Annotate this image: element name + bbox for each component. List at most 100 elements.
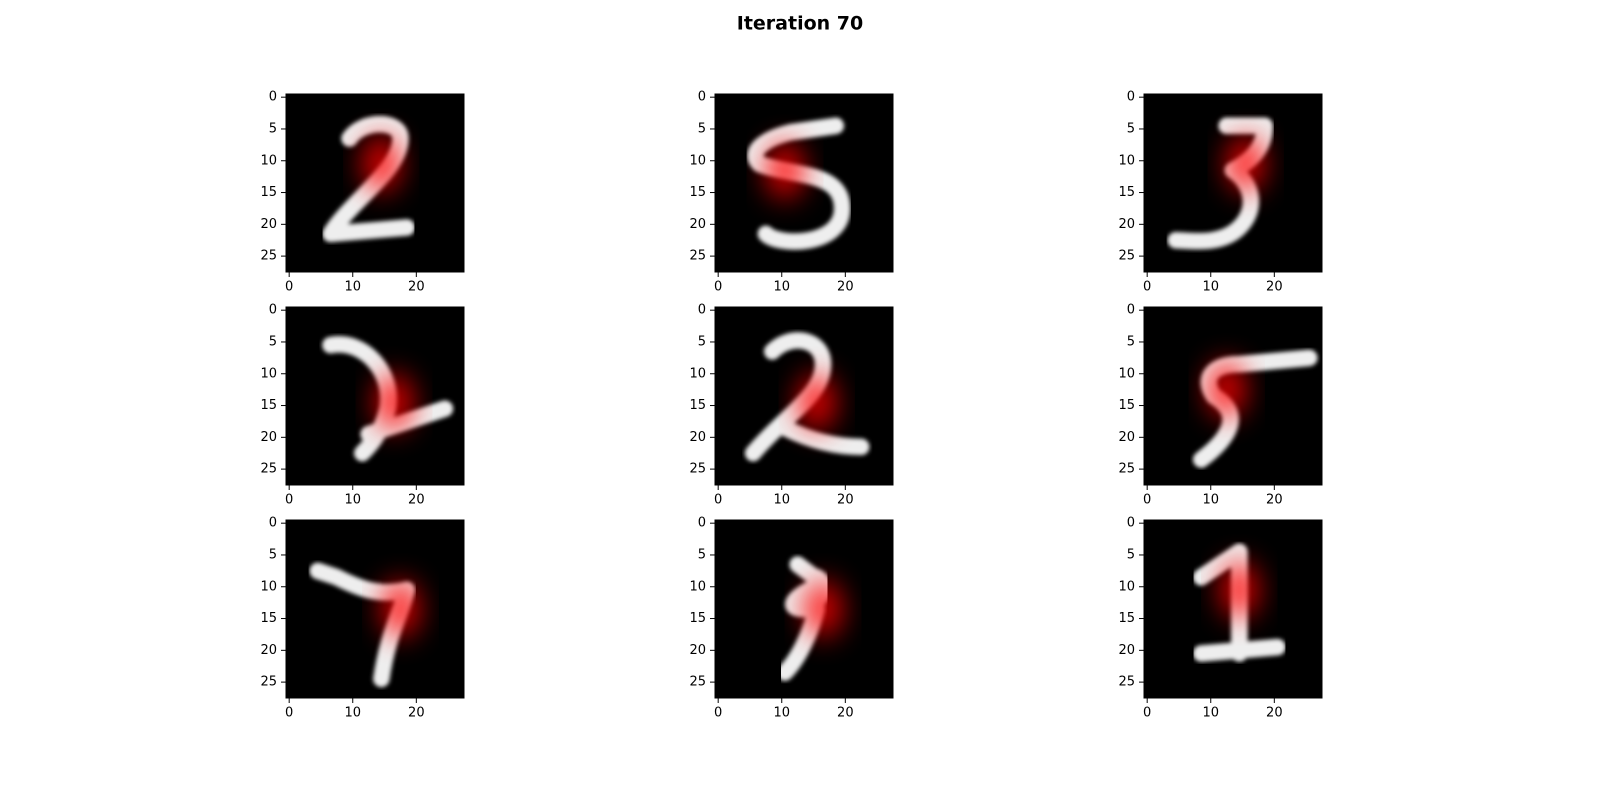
axes-frame — [285, 519, 465, 699]
x-tick-label: 10 — [344, 493, 361, 508]
digit-image — [744, 332, 870, 462]
digit-stroke — [747, 117, 851, 250]
axes-frame — [1143, 93, 1323, 273]
y-tick-label: 20 — [1118, 430, 1135, 445]
axes-frame — [285, 93, 465, 273]
x-tick-label: 20 — [1266, 706, 1283, 721]
y-tick-label: 5 — [698, 334, 706, 349]
y-tick-label: 15 — [260, 185, 277, 200]
y-tick-label: 10 — [260, 579, 277, 594]
y-tick-label: 0 — [698, 516, 706, 531]
y-tick-label: 25 — [260, 675, 277, 690]
subplot: 0 10 20 0 5 10 15 20 25 — [689, 516, 894, 721]
y-tick-label: 10 — [1118, 153, 1135, 168]
y-tick-label: 5 — [1127, 121, 1135, 136]
x-tick-label: 10 — [773, 706, 790, 721]
saliency-blob — [362, 135, 401, 193]
digit-image — [1192, 349, 1318, 468]
figure-title: Iteration 70 — [737, 13, 863, 35]
y-tick-label: 15 — [689, 611, 706, 626]
x-tick-label: 20 — [837, 493, 854, 508]
subplot: 0 10 20 0 5 10 15 20 25 — [1118, 90, 1323, 295]
y-tick-label: 10 — [689, 579, 706, 594]
y-tick-label: 25 — [260, 462, 277, 477]
digit-stroke — [1192, 543, 1286, 662]
x-tick-label: 0 — [285, 493, 293, 508]
digit-image — [322, 116, 416, 243]
y-tick-label: 15 — [260, 611, 277, 626]
x-tick-label: 0 — [1143, 493, 1151, 508]
y-tick-label: 25 — [689, 249, 706, 264]
digit-image — [776, 556, 843, 681]
x-tick-label: 20 — [408, 280, 425, 295]
y-tick-label: 20 — [689, 430, 706, 445]
x-tick-label: 20 — [837, 280, 854, 295]
subplot: 0 10 20 0 5 10 15 20 25 — [1118, 303, 1323, 508]
y-tick-label: 10 — [1118, 366, 1135, 381]
subplot: 0 10 20 0 5 10 15 20 25 — [260, 90, 465, 295]
x-tick-label: 10 — [1202, 706, 1219, 721]
saliency-blob — [375, 373, 414, 431]
y-tick-label: 10 — [689, 153, 706, 168]
image-background — [286, 307, 464, 485]
x-tick-label: 0 — [285, 280, 293, 295]
y-tick-label: 0 — [1127, 516, 1135, 531]
axes-frame — [714, 93, 894, 273]
x-tick-label: 10 — [1202, 493, 1219, 508]
y-tick-label: 20 — [689, 643, 706, 658]
y-tick-label: 5 — [1127, 547, 1135, 562]
y-tick-label: 10 — [260, 153, 277, 168]
x-tick-label: 0 — [1143, 706, 1151, 721]
y-tick-label: 25 — [689, 462, 706, 477]
axes-frame — [714, 519, 894, 699]
digit-stroke — [744, 332, 870, 462]
x-tick-label: 10 — [773, 280, 790, 295]
y-tick-label: 0 — [269, 516, 277, 531]
axes-frame — [714, 306, 894, 486]
y-tick-label: 25 — [1118, 249, 1135, 264]
x-tick-label: 10 — [1202, 280, 1219, 295]
y-tick-label: 0 — [698, 90, 706, 105]
x-tick-label: 10 — [344, 280, 361, 295]
y-tick-label: 20 — [260, 217, 277, 232]
x-tick-label: 0 — [714, 280, 722, 295]
saliency-blob — [797, 373, 836, 431]
y-tick-label: 0 — [269, 303, 277, 318]
subplot: 0 10 20 0 5 10 15 20 25 — [1118, 516, 1323, 721]
y-tick-label: 0 — [1127, 303, 1135, 318]
saliency-blob — [381, 580, 420, 638]
x-tick-label: 20 — [837, 706, 854, 721]
x-tick-label: 0 — [1143, 280, 1151, 295]
saliency-blob — [1207, 361, 1246, 419]
x-tick-label: 10 — [773, 493, 790, 508]
saliency-blob — [1220, 561, 1259, 619]
y-tick-label: 20 — [1118, 643, 1135, 658]
digit-stroke — [322, 116, 416, 243]
y-tick-label: 15 — [1118, 398, 1135, 413]
y-tick-label: 5 — [269, 121, 277, 136]
y-tick-label: 25 — [260, 249, 277, 264]
y-tick-label: 20 — [689, 217, 706, 232]
y-tick-label: 0 — [1127, 90, 1135, 105]
digit-image — [322, 336, 454, 462]
digit-image — [309, 562, 420, 688]
saliency-blob — [1226, 135, 1265, 193]
y-tick-label: 0 — [269, 90, 277, 105]
y-tick-label: 5 — [698, 547, 706, 562]
digit-image — [1192, 543, 1286, 662]
y-tick-label: 25 — [1118, 462, 1135, 477]
x-tick-label: 20 — [408, 493, 425, 508]
y-tick-label: 10 — [260, 366, 277, 381]
y-tick-label: 15 — [689, 398, 706, 413]
y-tick-label: 15 — [260, 398, 277, 413]
saliency-blob — [804, 580, 843, 638]
x-tick-label: 20 — [1266, 493, 1283, 508]
y-tick-label: 25 — [1118, 675, 1135, 690]
axes-frame — [285, 306, 465, 486]
x-tick-label: 20 — [1266, 280, 1283, 295]
y-tick-label: 5 — [698, 121, 706, 136]
y-tick-label: 20 — [1118, 217, 1135, 232]
subplot: 0 10 20 0 5 10 15 20 25 — [689, 303, 894, 508]
subplot: 0 10 20 0 5 10 15 20 25 — [260, 303, 465, 508]
